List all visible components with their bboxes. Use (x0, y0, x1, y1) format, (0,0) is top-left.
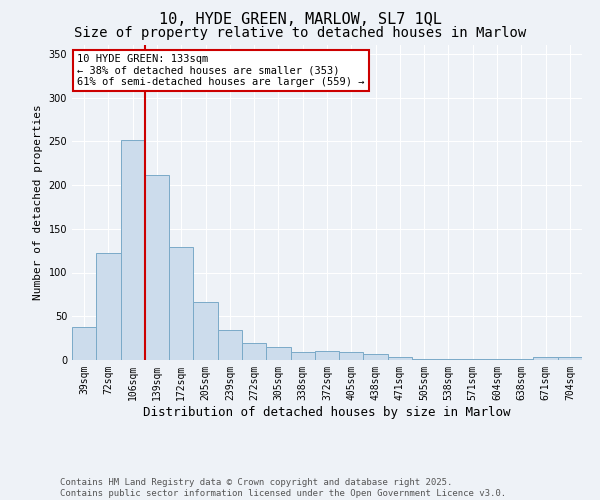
Bar (266, 347, 290, 360)
Bar (485, 359, 509, 360)
Bar (315, 351, 339, 360)
Text: 10 HYDE GREEN: 133sqm
← 38% of detached houses are smaller (353)
61% of semi-det: 10 HYDE GREEN: 133sqm ← 38% of detached … (77, 54, 364, 87)
Bar (96, 253, 121, 360)
Bar (218, 330, 242, 360)
Bar (364, 354, 388, 360)
Text: Contains HM Land Registry data © Crown copyright and database right 2025.
Contai: Contains HM Land Registry data © Crown c… (60, 478, 506, 498)
Bar (290, 352, 315, 360)
Bar (72, 327, 96, 360)
Text: Size of property relative to detached houses in Marlow: Size of property relative to detached ho… (74, 26, 526, 40)
Bar (339, 352, 364, 360)
Bar (533, 356, 558, 360)
Bar (121, 140, 145, 360)
Bar (461, 359, 485, 360)
Bar (242, 344, 266, 360)
X-axis label: Distribution of detached houses by size in Marlow: Distribution of detached houses by size … (143, 406, 511, 418)
Bar (509, 359, 533, 360)
Bar (145, 174, 169, 360)
Bar (558, 356, 582, 360)
Bar (388, 358, 412, 360)
Bar (436, 359, 461, 360)
Bar (169, 247, 193, 360)
Bar (412, 359, 436, 360)
Y-axis label: Number of detached properties: Number of detached properties (33, 104, 43, 300)
Bar (193, 302, 218, 360)
Text: 10, HYDE GREEN, MARLOW, SL7 1QL: 10, HYDE GREEN, MARLOW, SL7 1QL (158, 12, 442, 28)
